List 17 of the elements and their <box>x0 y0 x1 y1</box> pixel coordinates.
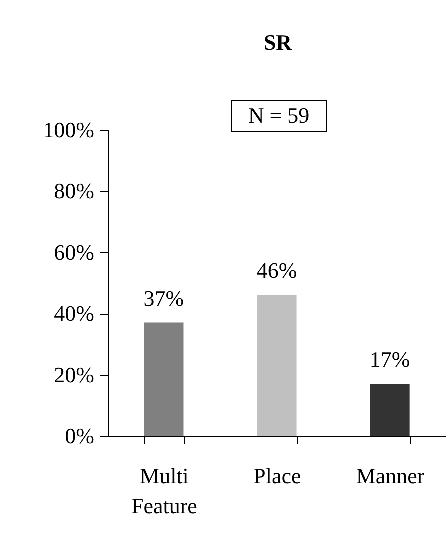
bar <box>370 384 410 436</box>
y-tick-label: 40% <box>54 301 94 326</box>
data-label: 37% <box>144 286 184 311</box>
bar <box>144 322 184 436</box>
chart-title: SR <box>262 30 294 56</box>
y-tick-label: 80% <box>54 178 94 204</box>
x-tick-label: Multi Feature <box>131 464 198 518</box>
y-tick-label: 60% <box>54 240 94 265</box>
x-tick-label: Manner <box>356 464 426 488</box>
label-box: N = 59 <box>231 100 327 132</box>
y-tick-label: 100% <box>43 118 94 142</box>
bar <box>257 295 297 436</box>
x-tick-label: Place <box>254 464 302 488</box>
data-label: 17% <box>370 346 410 372</box>
y-tick-label: 0% <box>65 424 94 448</box>
data-label: 46% <box>256 258 298 284</box>
y-tick-label: 20% <box>54 362 94 388</box>
